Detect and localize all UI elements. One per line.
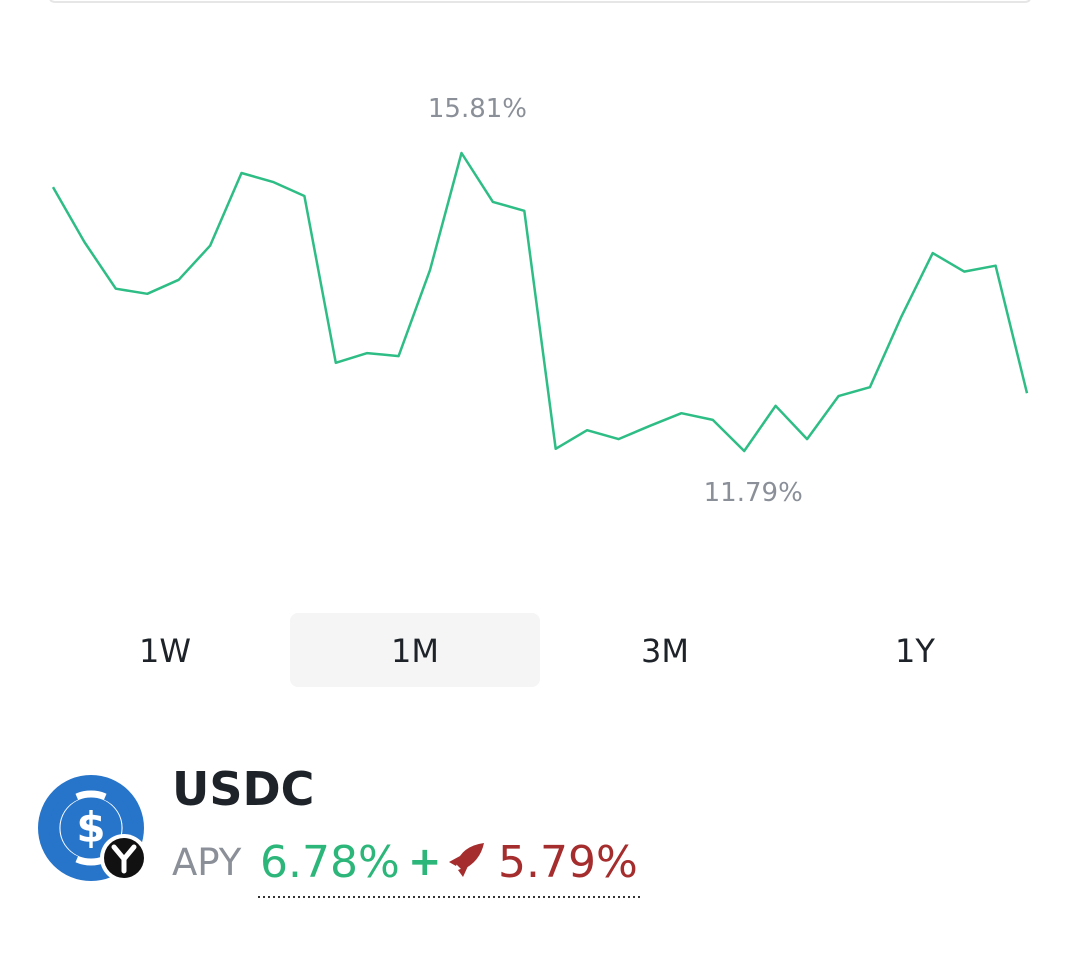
chart: 15.81% 11.79% xyxy=(51,94,1029,508)
range-tab-selected xyxy=(290,613,540,687)
max-label: 15.81% xyxy=(428,94,527,124)
price-line xyxy=(51,151,1029,453)
coin-icon: $ xyxy=(38,775,148,882)
card-edge xyxy=(49,0,1031,3)
rocket-icon xyxy=(449,843,484,877)
range-tab[interactable]: 1W xyxy=(139,632,191,670)
asset-name: USDC xyxy=(172,762,314,816)
apy-label: APY xyxy=(172,841,242,884)
range-tab[interactable]: 1M xyxy=(391,632,439,670)
range-tab[interactable]: 3M xyxy=(641,632,689,670)
bonus-apy: 5.79% xyxy=(498,837,638,888)
range-tab[interactable]: 1Y xyxy=(895,632,935,670)
base-apy: 6.78% xyxy=(260,837,400,888)
min-label: 11.79% xyxy=(704,478,803,508)
svg-text:$: $ xyxy=(76,803,105,852)
plus-sign: + xyxy=(408,839,442,885)
range-tabs: 1W 1M 3M 1Y xyxy=(139,613,935,687)
